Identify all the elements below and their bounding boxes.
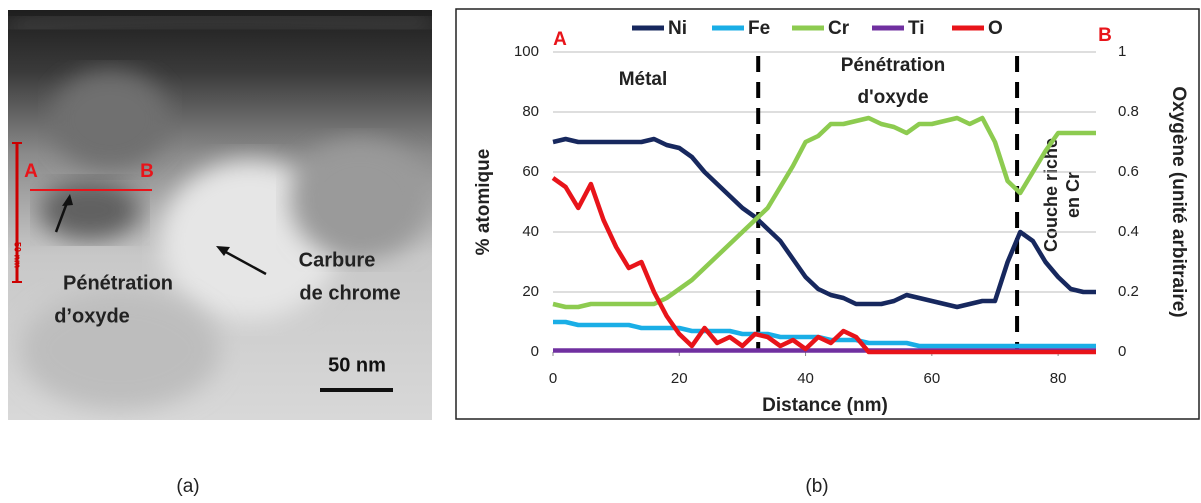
x-tick-label: 0 [549,370,557,387]
arrow [221,248,267,276]
label: Pénétration [63,272,173,294]
annotation: Métal [619,69,668,90]
label: d’oxyde [54,305,130,327]
annotation: A [553,29,567,50]
caption: (a) [176,476,199,497]
legend-label: Fe [748,18,770,39]
x-tick-label: 80 [1050,370,1067,387]
annotation: Couche riche [1041,138,1061,252]
legend-label: Ti [908,18,925,39]
label: de chrome [299,282,400,304]
y-axis-title: % atomique [473,149,494,256]
arrow-head [216,246,230,256]
annotation: en Cr [1063,172,1083,218]
series-line [551,176,1096,355]
chart: A B Métal Pénétration d'oxyde Couche ric… [473,18,1189,416]
annotation: Pénétration [841,55,946,76]
chart-frame [455,8,1200,420]
series-line [552,136,1096,310]
legend-label: Cr [828,18,850,39]
x-tick-label: 40 [797,370,814,387]
point-label: B [140,161,154,182]
point-label: A [24,161,38,182]
y-tick-label: 20 [522,283,539,300]
y2-tick-label: 0.4 [1118,223,1139,240]
caption: (b) [805,476,828,497]
y2-tick-label: 0 [1118,343,1126,360]
x-axis-title: Distance (nm) [762,395,888,416]
legend-label: O [988,18,1003,39]
y-tick-label: 40 [522,223,539,240]
y-tick-label: 100 [514,43,539,60]
scale-label: 50 nm [328,354,386,376]
y2-tick-label: 0.2 [1118,283,1139,300]
series-line [552,115,1096,310]
arrow-head [62,194,73,206]
y2-tick-label: 1 [1118,43,1126,60]
y2-tick-label: 0.6 [1118,163,1139,180]
label: Carbure [299,249,376,271]
y2-axis-title: Oxygène (unité arbitraire) [1168,86,1189,317]
x-tick-label: 20 [671,370,688,387]
y-tick-label: 60 [522,163,539,180]
y-tick-label: 80 [522,103,539,120]
scale-label-small: 50 nm [13,242,23,268]
x-tick-label: 60 [923,370,940,387]
legend-label: Ni [668,18,687,39]
annotation: d'oxyde [857,87,928,108]
micrograph [8,10,432,420]
annotation: B [1098,25,1112,46]
y2-tick-label: 0.8 [1118,103,1139,120]
y-tick-label: 0 [531,343,539,360]
